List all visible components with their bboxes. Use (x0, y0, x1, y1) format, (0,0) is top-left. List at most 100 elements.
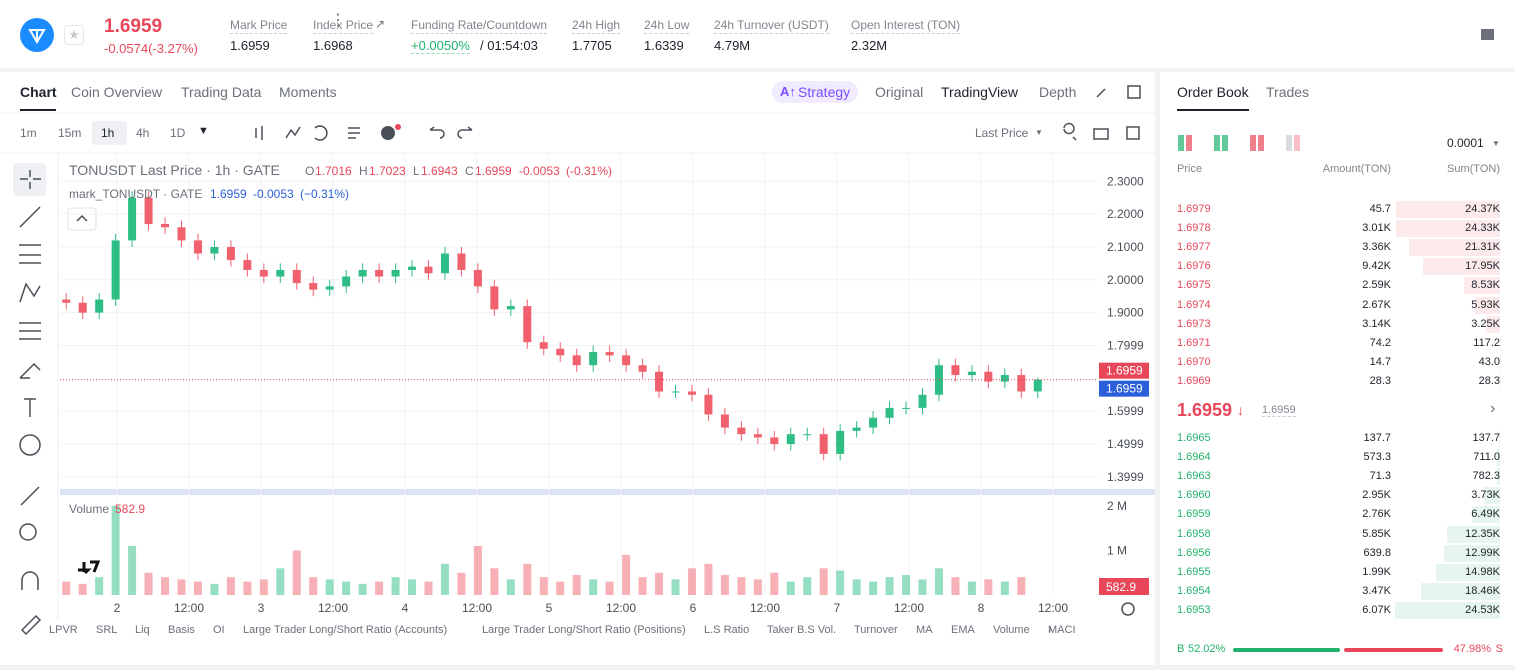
stat-label: Funding Rate/Countdown (411, 18, 548, 34)
view-option[interactable]: Depth (1039, 84, 1077, 100)
indicator-tab[interactable]: L.S Ratio (704, 624, 750, 636)
ob-sum: 21.31K (1465, 241, 1500, 254)
ob-sum: 782.3 (1472, 470, 1500, 483)
indicator-tab[interactable]: MA (916, 624, 933, 636)
ob-price[interactable]: 1.6964 (1177, 451, 1211, 464)
candle-body (259, 269, 268, 277)
indicator-tab[interactable]: EMA (951, 624, 975, 636)
tab[interactable]: Coin Overview (71, 84, 163, 100)
candle-body (605, 352, 614, 356)
tab[interactable]: Chart (20, 84, 57, 100)
interval[interactable]: 15m (58, 126, 82, 140)
ob-price[interactable]: 1.6971 (1177, 336, 1211, 349)
layout-icon[interactable] (1250, 135, 1264, 151)
ob-amount: 137.7 (1363, 432, 1391, 444)
ob-price[interactable]: 1.6954 (1177, 584, 1211, 597)
candle-body (934, 365, 943, 395)
indicator-tab[interactable]: Volume (993, 624, 1030, 636)
layout-icon[interactable] (1286, 135, 1300, 151)
legend-key: C (465, 164, 474, 178)
volume-bar (457, 572, 466, 595)
sell-label: S (1495, 643, 1503, 655)
interval[interactable]: 1D (170, 126, 186, 140)
ob-price[interactable]: 1.6959 (1177, 508, 1211, 521)
ob-tab[interactable]: Trades (1266, 84, 1310, 100)
price-source[interactable]: Last Price (975, 126, 1029, 140)
volume-bar (161, 577, 170, 595)
ob-price[interactable]: 1.6963 (1177, 470, 1211, 483)
mark-legend-title: mark_TONUSDT · GATE (69, 187, 203, 201)
ob-amount: 5.85K (1362, 527, 1391, 540)
indicator-tab[interactable]: SRL (96, 624, 118, 636)
volume-bar (325, 579, 334, 595)
ob-price[interactable]: 1.6976 (1177, 260, 1211, 273)
volume-bar (918, 579, 927, 595)
indicator-tab[interactable]: MACI (1048, 624, 1076, 636)
ob-price[interactable]: 1.6958 (1177, 527, 1211, 540)
ob-price[interactable]: 1.6969 (1177, 374, 1211, 387)
mid-more[interactable]: › (1490, 400, 1496, 417)
volume-bar (1000, 581, 1009, 595)
coin-logo (20, 18, 54, 52)
volume-bar (902, 574, 911, 595)
ob-tab[interactable]: Order Book (1177, 84, 1249, 100)
y-tick-label: 1.5999 (1107, 404, 1144, 418)
ob-price[interactable]: 1.6953 (1177, 603, 1211, 616)
settings-icon[interactable] (1480, 28, 1496, 42)
x-tick-label: 12:00 (1038, 601, 1068, 615)
volume-bar (836, 570, 845, 595)
indicator-tab[interactable]: Large Trader Long/Short Ratio (Positions… (482, 624, 686, 636)
layout-icon[interactable] (1178, 135, 1192, 151)
ob-amount: 14.7 (1369, 355, 1391, 368)
candle-body (391, 269, 400, 277)
interval[interactable]: 1h (101, 126, 115, 140)
ob-amount: 2.76K (1362, 508, 1391, 521)
view-option[interactable]: TradingView (941, 84, 1019, 100)
interval[interactable]: 4h (136, 126, 150, 140)
sell-ratio: 47.98% (1453, 643, 1491, 655)
ob-price[interactable]: 1.6978 (1177, 222, 1211, 235)
precision[interactable]: 0.0001 (1447, 136, 1484, 150)
ob-price[interactable]: 1.6974 (1177, 298, 1211, 311)
candle-body (572, 355, 581, 366)
y-tick-label: 2.1000 (1107, 240, 1144, 254)
ob-sum: 17.95K (1465, 260, 1500, 273)
indicator-tab[interactable]: Liq (135, 624, 150, 636)
indicator-tab[interactable]: Taker B.S Vol. (767, 624, 837, 636)
indicator-tab[interactable]: OI (213, 624, 225, 636)
last-price: 1.6959 (104, 16, 163, 37)
candle-body (95, 299, 104, 313)
interval[interactable]: 1m (20, 126, 37, 140)
ob-amount: 2.95K (1362, 489, 1391, 502)
ob-price[interactable]: 1.6977 (1177, 241, 1211, 254)
indicator-tab[interactable]: LPVR (49, 624, 78, 636)
collapse-button[interactable] (67, 207, 97, 231)
ob-price[interactable]: 1.6956 (1177, 546, 1211, 559)
stat-label: Index Price (313, 18, 374, 34)
view-option[interactable]: Strategy (798, 84, 851, 100)
indicator-icon[interactable] (381, 126, 395, 140)
candle-body (144, 197, 153, 224)
ob-price[interactable]: 1.6960 (1177, 489, 1211, 502)
indicator-tab[interactable]: Large Trader Long/Short Ratio (Accounts) (243, 624, 448, 636)
candle-body (111, 240, 120, 300)
tab[interactable]: Moments (279, 84, 337, 100)
view-option[interactable]: Original (875, 84, 924, 100)
ob-price[interactable]: 1.6970 (1177, 355, 1211, 368)
stat-value: 2.32M (851, 38, 888, 53)
ob-sum: 8.53K (1471, 279, 1500, 292)
ob-price[interactable]: 1.6979 (1177, 203, 1211, 215)
ob-price[interactable]: 1.6973 (1177, 317, 1211, 330)
layout-icon[interactable] (1214, 135, 1228, 151)
ob-price[interactable]: 1.6955 (1177, 565, 1211, 578)
ob-price[interactable]: 1.6965 (1177, 432, 1211, 444)
indicator-tab[interactable]: Basis (168, 624, 195, 636)
tab[interactable]: Trading Data (181, 84, 262, 100)
indicator-tab[interactable]: Turnover (854, 624, 898, 636)
volume-bar (539, 577, 548, 595)
favorite-star[interactable]: ★ (64, 25, 84, 45)
settings-icon[interactable] (1121, 602, 1135, 616)
stat-label: Mark Price (230, 18, 288, 34)
depth-bar (1444, 544, 1500, 562)
ob-price[interactable]: 1.6975 (1177, 279, 1211, 292)
